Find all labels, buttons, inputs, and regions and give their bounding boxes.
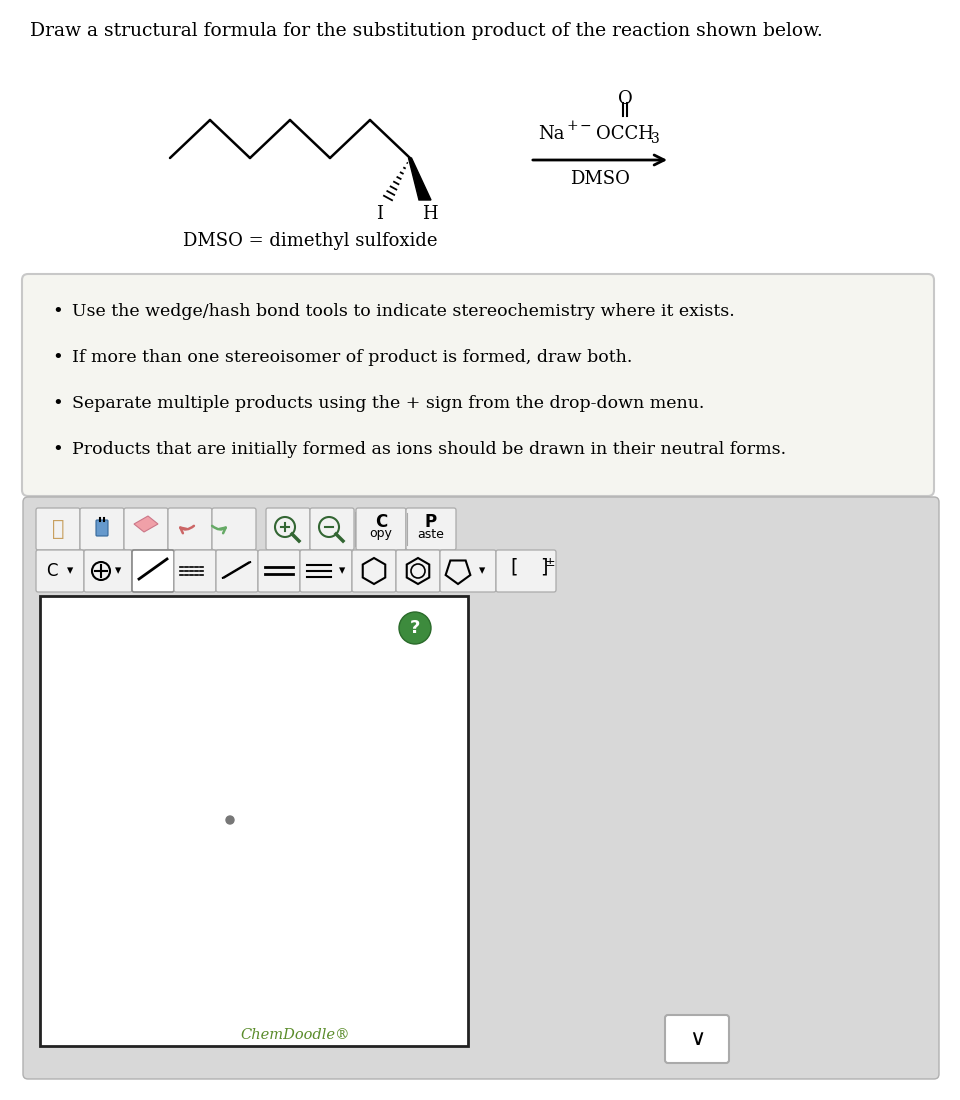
FancyBboxPatch shape [266,508,310,550]
Text: opy: opy [370,528,393,540]
FancyBboxPatch shape [84,550,132,592]
Text: H: H [422,205,438,223]
FancyBboxPatch shape [352,550,396,592]
Text: ▾: ▾ [67,564,73,578]
Circle shape [399,612,431,643]
FancyBboxPatch shape [22,274,934,496]
Text: P: P [425,513,437,531]
Text: •: • [53,302,63,321]
FancyBboxPatch shape [36,508,80,550]
FancyBboxPatch shape [356,508,406,550]
Text: •: • [53,395,63,412]
FancyBboxPatch shape [300,550,352,592]
Text: •: • [53,441,63,459]
Text: I: I [376,205,383,223]
Text: ∨: ∨ [689,1028,706,1049]
Text: −: − [580,119,591,133]
Text: ?: ? [410,619,420,637]
Text: •: • [53,349,63,367]
Text: C: C [46,562,58,580]
Text: Separate multiple products using the + sign from the drop-down menu.: Separate multiple products using the + s… [72,395,705,412]
FancyBboxPatch shape [124,508,168,550]
FancyBboxPatch shape [96,520,108,536]
Polygon shape [134,516,158,532]
Text: ±: ± [544,556,555,569]
Bar [40,596,468,1046]
Text: DMSO = dimethyl sulfoxide: DMSO = dimethyl sulfoxide [182,232,437,250]
FancyBboxPatch shape [310,508,354,550]
Polygon shape [222,562,251,578]
Text: O: O [617,90,633,108]
Text: If more than one stereoisomer of product is formed, draw both.: If more than one stereoisomer of product… [72,349,633,366]
FancyBboxPatch shape [174,550,216,592]
Text: DMSO: DMSO [570,170,630,188]
FancyBboxPatch shape [168,508,212,550]
FancyBboxPatch shape [80,508,124,550]
FancyBboxPatch shape [496,550,556,592]
Text: 3: 3 [651,132,660,146]
Text: ▾: ▾ [115,564,121,578]
Text: [: [ [511,558,517,576]
FancyBboxPatch shape [132,550,174,592]
Text: Products that are initially formed as ions should be drawn in their neutral form: Products that are initially formed as io… [72,441,786,458]
Text: ChemDoodle®: ChemDoodle® [240,1028,349,1042]
FancyBboxPatch shape [396,550,440,592]
FancyBboxPatch shape [406,508,456,550]
Text: ]: ] [540,558,548,576]
FancyBboxPatch shape [36,550,84,592]
FancyBboxPatch shape [440,550,496,592]
Text: +: + [566,119,578,133]
FancyBboxPatch shape [258,550,300,592]
FancyBboxPatch shape [665,1015,729,1063]
Text: ▾: ▾ [339,564,346,578]
Text: aste: aste [418,528,444,540]
Text: Use the wedge/hash bond tools to indicate stereochemistry where it exists.: Use the wedge/hash bond tools to indicat… [72,302,734,320]
Circle shape [226,816,234,824]
Text: ✋: ✋ [52,519,64,539]
Text: Na: Na [538,125,564,143]
Text: OCCH: OCCH [596,125,654,143]
FancyBboxPatch shape [23,497,939,1079]
Text: ▾: ▾ [479,564,485,578]
Polygon shape [409,158,431,200]
FancyBboxPatch shape [212,508,256,550]
FancyBboxPatch shape [216,550,258,592]
Text: Draw a structural formula for the substitution product of the reaction shown bel: Draw a structural formula for the substi… [30,22,823,40]
Text: C: C [374,513,387,531]
